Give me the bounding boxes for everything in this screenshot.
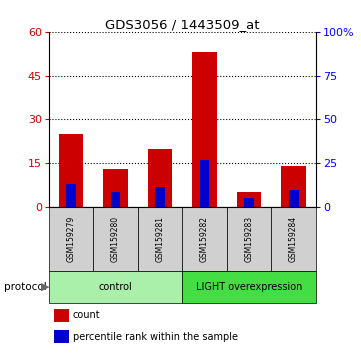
Bar bbox=[49, 207, 93, 271]
Text: protocol: protocol bbox=[4, 282, 46, 292]
Bar bbox=[155, 187, 165, 207]
Text: GSM159279: GSM159279 bbox=[66, 216, 75, 262]
Bar bbox=[244, 198, 254, 207]
Bar bbox=[200, 160, 209, 207]
Bar bbox=[54, 330, 69, 343]
Bar bbox=[182, 207, 227, 271]
Bar bbox=[237, 193, 261, 207]
Text: LIGHT overexpression: LIGHT overexpression bbox=[196, 282, 302, 292]
Text: GSM159283: GSM159283 bbox=[245, 216, 253, 262]
Bar bbox=[148, 149, 172, 207]
Bar bbox=[281, 166, 306, 207]
Bar bbox=[182, 271, 316, 303]
Text: percentile rank within the sample: percentile rank within the sample bbox=[73, 332, 238, 342]
Text: GSM159284: GSM159284 bbox=[289, 216, 298, 262]
Text: GSM159281: GSM159281 bbox=[156, 216, 165, 262]
Bar bbox=[110, 193, 121, 207]
Bar bbox=[54, 309, 69, 322]
Bar bbox=[49, 271, 182, 303]
Bar bbox=[103, 169, 128, 207]
Text: count: count bbox=[73, 310, 100, 320]
Bar bbox=[192, 52, 217, 207]
Bar bbox=[271, 207, 316, 271]
Text: ▶: ▶ bbox=[41, 282, 49, 292]
Bar bbox=[227, 207, 271, 271]
Text: GSM159282: GSM159282 bbox=[200, 216, 209, 262]
Bar bbox=[66, 184, 76, 207]
Bar bbox=[138, 207, 182, 271]
Text: control: control bbox=[99, 282, 132, 292]
Bar bbox=[289, 189, 299, 207]
Bar bbox=[59, 134, 83, 207]
Text: GSM159280: GSM159280 bbox=[111, 216, 120, 262]
Bar bbox=[93, 207, 138, 271]
Title: GDS3056 / 1443509_at: GDS3056 / 1443509_at bbox=[105, 18, 260, 31]
